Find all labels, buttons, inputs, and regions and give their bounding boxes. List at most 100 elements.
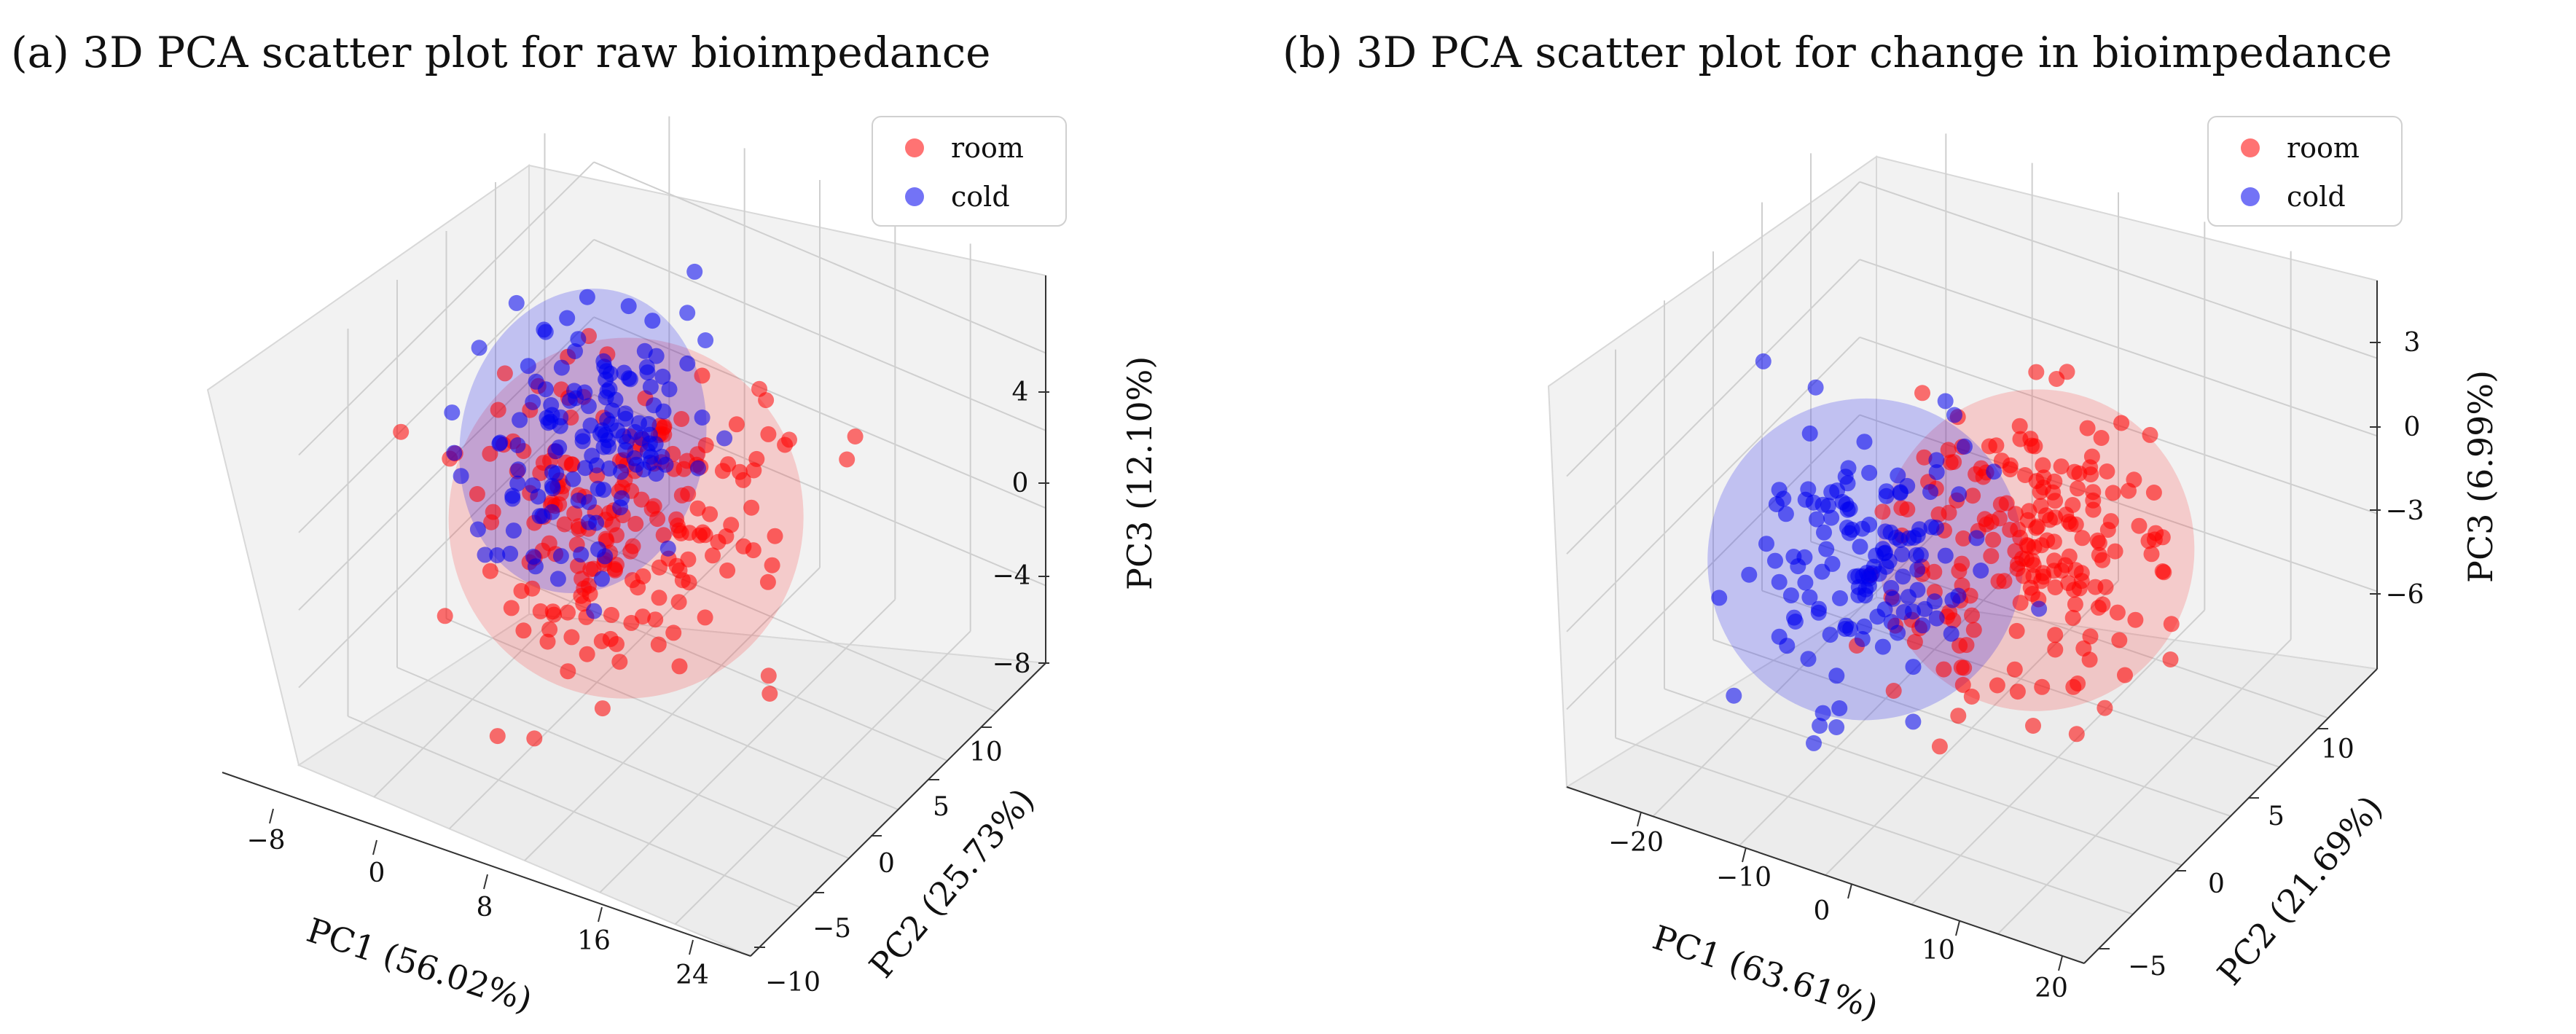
room-point (2071, 580, 2088, 597)
cold-point (1839, 475, 1856, 492)
room-point (2032, 484, 2048, 501)
panel-b-x-axis-line (1566, 786, 2085, 964)
room-point (1940, 442, 1957, 458)
panel-b-x-tick-label: −20 (1608, 828, 1664, 858)
cold-point (1928, 464, 1945, 480)
cold-point (644, 313, 661, 329)
room-point (647, 611, 664, 628)
room-point (665, 624, 682, 641)
panel-a-x-tick-label: −8 (246, 826, 285, 855)
cold-point (1937, 547, 1954, 564)
cold-point (489, 547, 506, 563)
cold-point (1823, 484, 1840, 501)
cold-point (1922, 484, 1938, 501)
room-point (759, 573, 776, 590)
cold-point (1928, 520, 1944, 536)
room-point (1985, 531, 2002, 548)
room-point (689, 500, 706, 517)
room-point (1965, 487, 1981, 504)
cold-point (1946, 407, 1962, 423)
cold-point (1807, 379, 1824, 396)
room-point (2083, 448, 2100, 465)
room-point (2015, 568, 2032, 584)
panel-a-legend-room-label: room (951, 132, 1024, 164)
room-point (393, 423, 410, 440)
cold-point (628, 456, 645, 473)
cold-point (659, 540, 676, 557)
cold-point (573, 546, 590, 563)
panel-a-y-tick-label: −5 (813, 914, 851, 944)
room-point (556, 516, 573, 533)
cold-point (1951, 486, 1968, 503)
room-point (673, 487, 690, 504)
cold-point (1878, 483, 1895, 500)
cold-point (509, 475, 526, 492)
cold-point (639, 364, 656, 381)
panel-b-x-tick-label: 20 (2035, 974, 2068, 1003)
room-point (1983, 548, 2000, 565)
cold-point (1755, 353, 1772, 369)
cold-point (620, 298, 637, 315)
panel-b-legend-cold-label: cold (2287, 181, 2346, 213)
cold-point (654, 448, 670, 465)
room-point (532, 603, 549, 619)
cold-point (627, 423, 643, 440)
room-point (1965, 622, 1982, 638)
panel-b-z-tick-label: 0 (2404, 412, 2421, 442)
room-point (2009, 684, 2026, 700)
room-point (2024, 586, 2040, 602)
room-point (728, 416, 745, 433)
cold-point (1876, 601, 1893, 618)
panel-a-y-tick-label: 5 (933, 792, 950, 822)
room-point (2162, 651, 2179, 667)
panel-a-z-tick-label: −8 (992, 649, 1030, 679)
room-point (490, 402, 506, 418)
room-point (1968, 466, 1984, 482)
room-point (2067, 562, 2084, 579)
room-point (714, 463, 731, 479)
cold-point (444, 404, 461, 421)
cold-point (643, 448, 659, 465)
cold-point (1890, 467, 1906, 484)
room-point (697, 609, 713, 626)
panel-a: (a) 3D PCA scatter plot for raw bioimped… (11, 28, 1159, 1020)
cold-point (654, 368, 671, 385)
panel-a-x-tick-mark (689, 939, 694, 955)
cold-point (1937, 393, 1954, 410)
room-point (1978, 516, 1994, 533)
room-point (576, 580, 592, 597)
cold-point (590, 480, 606, 497)
room-point (781, 431, 797, 448)
room-point (2006, 661, 2023, 678)
grid-line (593, 316, 1046, 509)
cold-point (508, 294, 525, 311)
cold-point (1814, 705, 1831, 721)
room-point (723, 517, 740, 533)
room-point (560, 663, 576, 680)
room-point (2035, 457, 2051, 474)
room-point (539, 633, 556, 650)
room-point (2143, 546, 2160, 563)
room-point (735, 471, 751, 488)
panel-a-x-tick-label: 16 (577, 926, 611, 956)
room-point (560, 604, 576, 621)
cold-point (1741, 566, 1758, 583)
panel-a-grid (298, 116, 1046, 925)
room-point (2094, 552, 2111, 568)
cold-point (601, 460, 618, 477)
panel-a-x-tick-mark (598, 906, 603, 923)
cold-point (510, 461, 527, 478)
cold-point (579, 289, 595, 305)
cold-point (471, 340, 488, 356)
room-point (2034, 678, 2051, 695)
panel-a-y-tick-label: 0 (878, 849, 895, 879)
room-point (2007, 506, 2024, 522)
cold-point (1877, 544, 1894, 561)
room-point (603, 606, 619, 623)
cold-point (1811, 600, 1827, 617)
cold-point (559, 310, 576, 326)
cold-point (1790, 558, 1806, 575)
cold-point (1895, 568, 1911, 585)
panel-a-y-tick-label: −10 (765, 968, 821, 998)
